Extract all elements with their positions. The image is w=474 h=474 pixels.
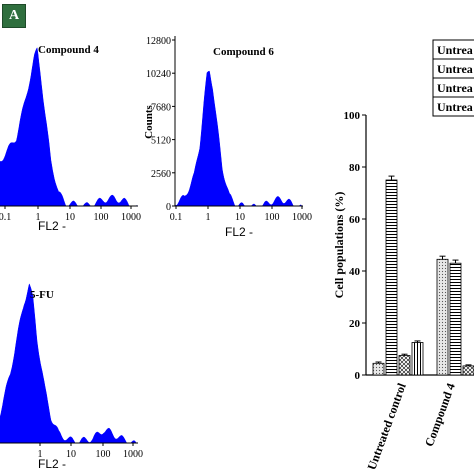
x-tick-label: 10 <box>65 212 75 223</box>
histogram-area <box>0 47 139 207</box>
legend-entry-label: Untrea <box>437 43 473 57</box>
y-axis-label: Counts <box>143 104 155 138</box>
y-tick-label: 0 <box>166 202 171 213</box>
x-tick-label: 1 <box>38 449 43 460</box>
y-tick-label: 80 <box>349 162 361 174</box>
x-tick-label: 10 <box>235 212 245 223</box>
panel-label-badge: A <box>2 4 26 28</box>
category-label: Untreated control <box>364 381 409 472</box>
histogram-area <box>174 70 303 207</box>
category-label: Compound 4 <box>422 381 458 448</box>
x-axis-label: FL2 - <box>38 219 66 233</box>
x-tick-label: 100 <box>94 212 109 223</box>
bar <box>372 362 385 376</box>
histogram-area <box>0 283 138 444</box>
x-tick-label: 0.1 <box>0 212 11 223</box>
y-tick-label: 10240 <box>146 69 171 80</box>
x-tick-label: 1000 <box>292 212 312 223</box>
y-tick-label: 7680 <box>151 102 171 113</box>
histogram-compound-4: 0.1 1 10 100 1000 Compound 4 FL2 - <box>0 44 141 233</box>
legend-entry-box <box>432 96 474 117</box>
histogram-title: Compound 4 <box>38 44 99 56</box>
bar <box>436 258 449 376</box>
x-tick-label: 1000 <box>121 212 141 223</box>
x-tick-label: 1 <box>36 212 41 223</box>
y-tick-label: 0 <box>355 370 361 382</box>
x-tick-label: 100 <box>265 212 280 223</box>
x-tick-label: 100 <box>96 449 111 460</box>
x-tick-label: 1000 <box>123 449 143 460</box>
bar <box>462 365 474 376</box>
y-tick-label: 20 <box>349 318 361 330</box>
y-tick-label: 2560 <box>151 169 171 180</box>
bar-chart-cell-populations: 0 20 40 60 80 100 Cell populations (%) Untreate… <box>332 39 474 472</box>
x-axis-label: FL2 - <box>38 457 66 471</box>
legend-entry-label: Untrea <box>437 81 473 95</box>
y-tick-label: 60 <box>349 214 361 226</box>
x-tick-label: 1 <box>206 212 211 223</box>
y-tick-label: 40 <box>349 266 361 278</box>
bar <box>385 179 398 376</box>
legend-entry-label: Untrea <box>437 100 473 114</box>
histogram-title: 5-FU <box>30 289 54 301</box>
y-tick-label: 100 <box>344 110 361 122</box>
y-tick-label: 12800 <box>146 36 171 47</box>
bar <box>411 342 424 376</box>
x-axis-label: FL2 - <box>225 225 253 239</box>
legend-entry-label: Untrea <box>437 62 473 76</box>
histogram-5-fu: 1 10 100 1000 5-FU FL2 - <box>0 283 143 471</box>
y-axis-label: Cell populations (%) <box>332 192 346 299</box>
x-tick-label: 0.1 <box>170 212 183 223</box>
bar <box>398 355 411 376</box>
bar <box>449 262 462 376</box>
x-tick-label: 10 <box>66 449 76 460</box>
histogram-compound-6: 0.1 1 10 100 1000 0 2560 5120 7680 10240 12800 Coun… <box>143 36 312 239</box>
histogram-title: Compound 6 <box>213 46 274 58</box>
y-tick-label: 5120 <box>151 136 171 147</box>
